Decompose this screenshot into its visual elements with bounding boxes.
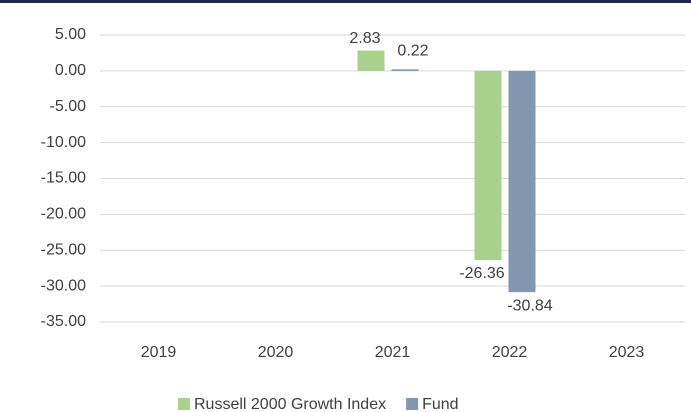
legend-label: Russell 2000 Growth Index (194, 396, 386, 412)
data-label: 0.22 (397, 43, 428, 60)
y-tick-label: -10.00 (41, 134, 86, 151)
x-tick-label: 2021 (375, 344, 411, 361)
y-tick-label: -35.00 (41, 313, 86, 330)
top-border (0, 0, 691, 3)
x-tick-label: 2023 (609, 344, 645, 361)
x-tick-label: 2019 (141, 344, 177, 361)
y-tick-label: -20.00 (41, 206, 86, 223)
y-tick-label: -15.00 (41, 170, 86, 187)
bar (474, 70, 502, 261)
data-label: -26.36 (459, 265, 504, 282)
legend-swatch (406, 398, 419, 410)
bar (508, 70, 536, 293)
bar (357, 50, 385, 71)
x-tick-label: 2022 (492, 344, 528, 361)
data-label: 2.83 (349, 30, 380, 47)
legend-swatch (178, 398, 190, 410)
y-tick-label: 5.00 (55, 26, 86, 43)
y-tick-label: 0.00 (55, 62, 86, 79)
y-tick-label: -25.00 (41, 241, 86, 258)
legend-label: Fund (422, 396, 458, 412)
bar (391, 69, 419, 71)
y-tick-label: -5.00 (50, 98, 87, 115)
x-tick-label: 2020 (258, 344, 294, 361)
y-tick-label: -30.00 (41, 277, 86, 294)
data-label: -30.84 (507, 297, 552, 314)
